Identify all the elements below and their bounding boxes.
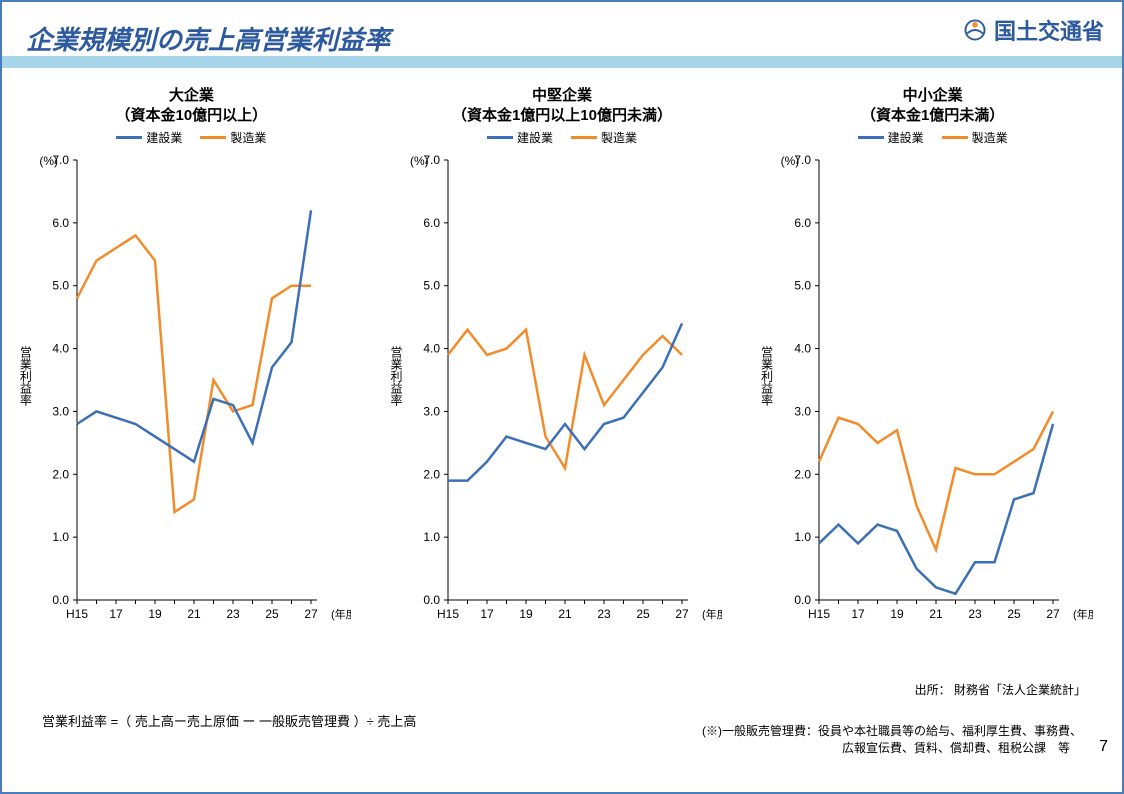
x-tick-label: 25 (266, 607, 280, 621)
x-tick-label: 25 (636, 607, 650, 621)
series-construction (77, 210, 311, 461)
y-tick-label: 6.0 (794, 215, 811, 229)
chart-svg: 0.01.02.03.04.05.06.07.0H15171921232527(… (11, 150, 351, 635)
x-tick-label: 23 (227, 607, 241, 621)
series-manufacturing (819, 411, 1053, 549)
chart-title: 大企業（資本金10億円以上） (11, 86, 371, 127)
legend-construction: 建設業 (858, 129, 924, 146)
x-tick-label: 19 (149, 607, 163, 621)
y-unit: (%) (781, 154, 800, 168)
y-tick-label: 5.0 (423, 278, 440, 292)
x-tick-label: 27 (305, 607, 319, 621)
x-tick-label: H15 (808, 607, 830, 621)
y-tick-label: 3.0 (794, 404, 811, 418)
y-tick-label: 2.0 (794, 467, 811, 481)
chart-panel-0: 大企業（資本金10億円以上） 建設業 製造業 (%) 営業利益率 0.0 1.0 2.0 3.0… (11, 86, 371, 635)
x-unit: (年度) (331, 607, 351, 621)
x-tick-label: 27 (675, 607, 689, 621)
legend-manufacturing: 製造業 (200, 129, 266, 146)
x-tick-label: 25 (1007, 607, 1021, 621)
chart-panel-2: 中小企業（資本金1億円未満） 建設業 製造業 (%) 営業利益率 0.0 1.0 2.0 3.0… (753, 86, 1113, 635)
series-construction (448, 323, 682, 480)
y-tick-label: 6.0 (53, 215, 70, 229)
header-accent-bar (2, 56, 1122, 68)
page-title: 企業規模別の売上高営業利益率 (26, 20, 390, 57)
y-tick-label: 5.0 (794, 278, 811, 292)
y-tick-label: 4.0 (53, 341, 70, 355)
legend: 建設業 製造業 (382, 129, 742, 146)
x-tick-label: H15 (437, 607, 459, 621)
legend-construction: 建設業 (487, 129, 553, 146)
footnote-line2: 広報宣伝費、賃料、償却費、租税公課 等 (702, 741, 1070, 755)
source-text: 出所： 財務省「法人企業統計」 (915, 681, 1086, 698)
ministry-text: 国土交通省 (994, 14, 1104, 46)
series-construction (819, 424, 1053, 594)
legend-manufacturing: 製造業 (571, 129, 637, 146)
y-tick-label: 2.0 (53, 467, 70, 481)
y-tick-label: 3.0 (423, 404, 440, 418)
y-unit: (%) (39, 154, 58, 168)
chart-panel-1: 中堅企業（資本金1億円以上10億円未満） 建設業 製造業 (%) 営業利益率 0.0 1.0… (382, 86, 742, 635)
footnote: (※)一般販売管理費：役員や本社職員等の給与、福利厚生費、事務費、 広報宣伝費、… (702, 722, 1082, 756)
y-axis-label: 営業利益率 (17, 346, 34, 406)
legend: 建設業 製造業 (11, 129, 371, 146)
y-tick-label: 0.0 (53, 593, 70, 607)
series-manufacturing (448, 329, 682, 467)
y-tick-label: 3.0 (53, 404, 70, 418)
x-unit: (年度) (702, 607, 722, 621)
legend-construction: 建設業 (116, 129, 182, 146)
y-tick-label: 1.0 (423, 530, 440, 544)
formula-text: 営業利益率 =（ 売上高ー売上原価 ー 一般販売管理費 ）÷ 売上高 (42, 711, 416, 730)
y-tick-label: 4.0 (423, 341, 440, 355)
x-tick-label: 17 (851, 607, 865, 621)
x-tick-label: 17 (110, 607, 124, 621)
x-tick-label: 19 (890, 607, 904, 621)
y-tick-label: 6.0 (423, 215, 440, 229)
chart-title: 中堅企業（資本金1億円以上10億円未満） (382, 86, 742, 127)
x-tick-label: 21 (188, 607, 202, 621)
x-tick-label: 21 (558, 607, 572, 621)
y-tick-label: 5.0 (53, 278, 70, 292)
y-tick-label: 1.0 (53, 530, 70, 544)
x-tick-label: 19 (519, 607, 533, 621)
x-tick-label: 23 (968, 607, 982, 621)
legend: 建設業 製造業 (753, 129, 1113, 146)
x-tick-label: H15 (66, 607, 88, 621)
charts-row: 大企業（資本金10億円以上） 建設業 製造業 (%) 営業利益率 0.0 1.0 2.0 3.0… (2, 68, 1122, 635)
y-tick-label: 2.0 (423, 467, 440, 481)
y-tick-label: 4.0 (794, 341, 811, 355)
y-axis-label: 営業利益率 (388, 346, 405, 406)
x-tick-label: 17 (480, 607, 494, 621)
chart-svg: 0.01.02.03.04.05.06.07.0H15171921232527(… (753, 150, 1093, 635)
x-tick-label: 27 (1046, 607, 1060, 621)
y-tick-label: 0.0 (423, 593, 440, 607)
x-tick-label: 21 (929, 607, 943, 621)
footnote-line1: (※)一般販売管理費：役員や本社職員等の給与、福利厚生費、事務費、 (702, 724, 1082, 738)
chart-svg: 0.01.02.03.04.05.06.07.0H15171921232527(… (382, 150, 722, 635)
page-number: 7 (1099, 738, 1108, 756)
ministry-icon (962, 17, 988, 43)
y-tick-label: 1.0 (794, 530, 811, 544)
y-unit: (%) (410, 154, 429, 168)
x-tick-label: 23 (597, 607, 611, 621)
chart-title: 中小企業（資本金1億円未満） (753, 86, 1113, 127)
ministry-label: 国土交通省 (962, 14, 1104, 46)
series-manufacturing (77, 235, 311, 512)
y-axis-label: 営業利益率 (759, 346, 776, 406)
legend-manufacturing: 製造業 (942, 129, 1008, 146)
x-unit: (年度) (1073, 607, 1093, 621)
header: 企業規模別の売上高営業利益率 国土交通省 (2, 2, 1122, 68)
y-tick-label: 0.0 (794, 593, 811, 607)
